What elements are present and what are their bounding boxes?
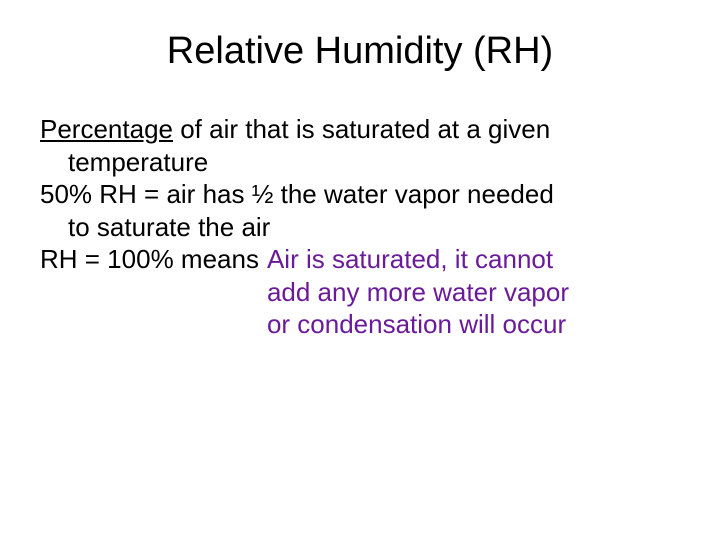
line-5-row: RH = 100% means Air is saturated, it can…: [40, 243, 680, 341]
line-4: to saturate the air: [40, 211, 680, 244]
slide-body: Percentage of air that is saturated at a…: [40, 113, 680, 341]
line-2: temperature: [40, 146, 680, 179]
line-3: 50% RH = air has ½ the water vapor neede…: [40, 178, 680, 211]
slide-container: Relative Humidity (RH) Percentage of air…: [0, 0, 720, 540]
line-1: Percentage of air that is saturated at a…: [40, 113, 680, 146]
percentage-underlined: Percentage: [40, 114, 173, 144]
line-1-rest: of air that is saturated at a given: [173, 114, 550, 144]
line-5-purple-2: add any more water vapor: [267, 276, 569, 309]
line-5-purple-3: or condensation will occur: [267, 308, 569, 341]
line-5-purple-1: Air is saturated, it cannot: [267, 243, 569, 276]
line-5-left: RH = 100% means: [40, 243, 267, 276]
line-5-purple-block: Air is saturated, it cannot add any more…: [267, 243, 569, 341]
slide-title: Relative Humidity (RH): [40, 30, 680, 73]
